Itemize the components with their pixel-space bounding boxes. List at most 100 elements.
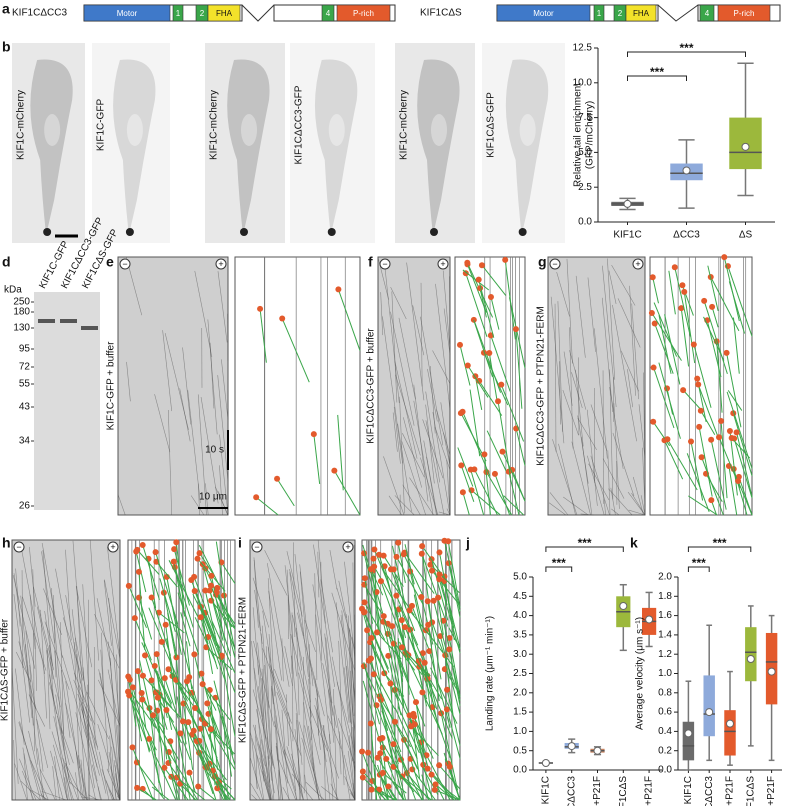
moving-track [478, 380, 503, 416]
ladder-label: 43 [19, 402, 31, 413]
y-tick-label: 2.5 [513, 668, 527, 679]
kymo-track [209, 342, 215, 409]
moving-track [221, 655, 236, 693]
moving-track [693, 344, 712, 408]
landing-event [446, 646, 453, 653]
kymo-track [401, 441, 427, 516]
moving-track [732, 413, 753, 476]
kymo-track [85, 706, 107, 794]
y-tick-label: 1.0 [658, 668, 672, 679]
kymo-track [65, 703, 88, 801]
mean [541, 759, 550, 768]
kymo-track [99, 751, 110, 801]
moving-track [465, 273, 488, 337]
box [724, 710, 736, 756]
x-tick-label: KIF1C [613, 230, 641, 241]
landing-event [681, 288, 688, 295]
landing-event [486, 349, 493, 356]
domain-label: 1 [597, 9, 602, 18]
kymo-track [60, 727, 74, 764]
cell [505, 59, 549, 235]
landing-event [126, 692, 133, 699]
kymo-track [33, 633, 35, 752]
kymo-track [292, 614, 311, 703]
kymo-track [442, 270, 451, 350]
landing-event [274, 475, 281, 482]
significance-bracket [627, 75, 687, 81]
landing-event [253, 494, 260, 501]
kymo-track [587, 455, 605, 516]
kymo-track [550, 296, 565, 444]
moving-track [473, 319, 494, 378]
kymo-track [390, 311, 415, 426]
landing-event [365, 657, 372, 664]
kymo-track [613, 403, 620, 509]
moving-track [688, 495, 718, 516]
kymo-track [19, 721, 41, 801]
deletion [657, 4, 699, 22]
tail-spot [240, 228, 248, 236]
moving-track [373, 674, 396, 727]
kymo-track [101, 632, 104, 690]
kymograph [547, 256, 646, 516]
kymo-track [262, 610, 286, 755]
kymo-track [190, 495, 205, 516]
moving-track [427, 601, 442, 680]
image-label: KIF1C-mCherry [16, 90, 27, 160]
ladder-label: 72 [19, 362, 31, 373]
landing-event [411, 713, 418, 720]
kymo-track [609, 369, 614, 500]
moving-track [202, 683, 231, 721]
moving-track [148, 607, 165, 646]
landing-event [146, 735, 153, 742]
kymo-track [291, 773, 314, 801]
y-tick-label: 0.4 [658, 726, 672, 737]
landing-event [370, 555, 377, 562]
kymo-track [284, 565, 297, 677]
landing-event [360, 609, 367, 616]
kymo-track [314, 573, 318, 680]
kymo-track [53, 744, 68, 801]
kymo-track [282, 787, 290, 801]
kymo-track [78, 685, 95, 789]
landing-event [371, 546, 378, 553]
kymo-track [382, 316, 403, 464]
moving-track [155, 757, 177, 800]
landing-event [367, 720, 374, 727]
panel-label: b [2, 39, 11, 55]
kymo-track [55, 568, 77, 681]
kymo-track [631, 492, 646, 516]
moving-track [434, 789, 461, 801]
moving-track [136, 787, 157, 801]
kymo-track [581, 436, 593, 516]
moving-track [515, 329, 523, 409]
landing-event [664, 436, 671, 443]
gel-band [38, 319, 55, 323]
x-tick-label: ΔCC3+P21F [725, 776, 736, 806]
minus-end [251, 541, 263, 553]
moving-track [367, 752, 394, 801]
ladder-label: 130 [13, 323, 30, 334]
moving-track [664, 440, 684, 480]
moving-track [200, 617, 209, 645]
landing-event [428, 771, 435, 778]
kymo-track [425, 420, 445, 516]
kymo-track [299, 564, 314, 687]
gel-unit: kDa [4, 285, 22, 296]
moving-track [710, 439, 727, 510]
moving-track [690, 441, 704, 501]
landing-event [432, 781, 439, 788]
panel-label: k [630, 535, 638, 551]
domain [717, 4, 771, 22]
landing-event [125, 582, 132, 589]
moving-track [177, 592, 200, 655]
landing-event [207, 726, 214, 733]
moving-track [385, 758, 415, 793]
landing-event [487, 294, 494, 301]
landing-event [735, 478, 742, 485]
kymo-track [563, 496, 589, 516]
moving-track [208, 733, 231, 801]
landing-event [173, 654, 180, 661]
kymo-track [628, 509, 646, 516]
mean [741, 142, 750, 151]
